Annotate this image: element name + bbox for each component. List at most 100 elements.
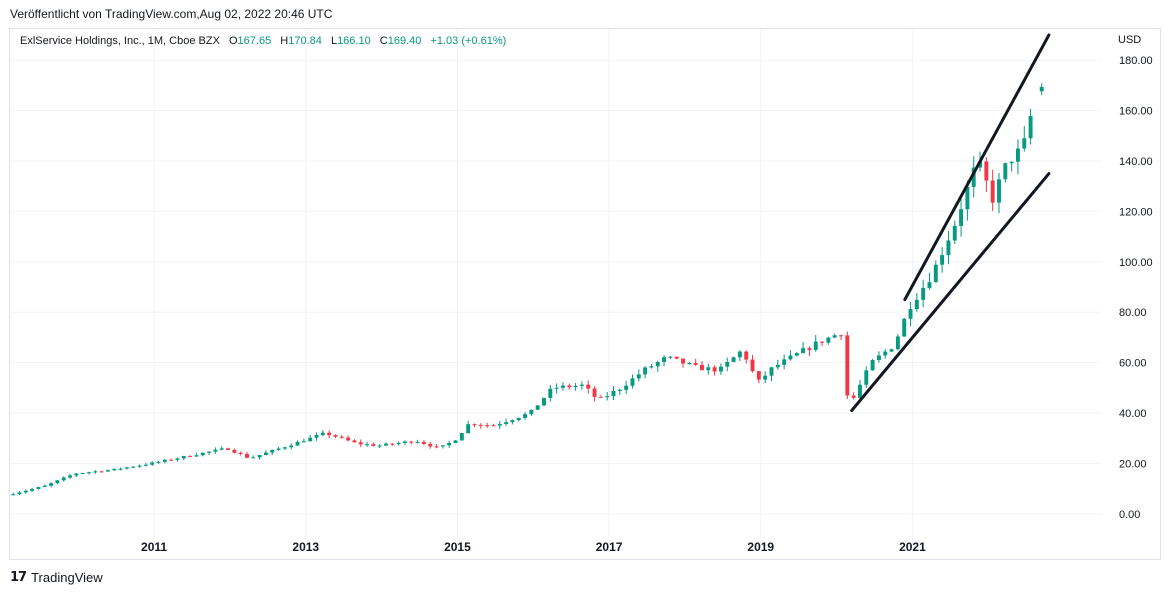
candle-body	[358, 442, 363, 445]
candle-body	[662, 357, 667, 362]
candle-body	[137, 465, 142, 467]
candle-body	[478, 424, 483, 426]
candle-body	[1039, 86, 1044, 92]
candle-body	[61, 477, 66, 481]
candle-body	[700, 364, 704, 371]
candle-body	[971, 167, 976, 187]
candle-body	[997, 179, 1001, 203]
price-tick-label: 160.00	[1119, 106, 1153, 118]
candle-body	[946, 240, 951, 256]
time-tick-label: 2011	[141, 540, 167, 554]
candle-body	[794, 353, 799, 356]
time-tick-label: 2019	[747, 540, 774, 554]
candle-body	[352, 440, 357, 443]
candle-body	[535, 405, 540, 410]
candle-body	[396, 443, 401, 445]
chart-canvas[interactable]: 180.00 160.00 140.00 120.00 100.00 80.00 60.00…	[10, 29, 1160, 559]
price-tick-label: 100.00	[1119, 257, 1153, 269]
candle-body	[497, 423, 502, 426]
candle-body	[403, 441, 407, 444]
candle-body	[11, 494, 16, 496]
legend-symbol: ExlService Holdings, Inc., 1M, Cboe BZX	[20, 35, 220, 47]
candle-body	[523, 414, 527, 418]
candle-body	[756, 371, 761, 380]
candle-body	[927, 282, 932, 288]
candle-body	[617, 389, 622, 391]
candle-body	[339, 436, 344, 438]
candle-body	[611, 390, 616, 397]
candle-body	[485, 425, 490, 427]
time-tick-label: 2021	[899, 540, 926, 554]
candle-body	[630, 378, 635, 386]
candle-body	[605, 396, 610, 398]
candle-body	[428, 443, 433, 447]
legend-close-label: C	[379, 35, 388, 47]
trendline	[850, 172, 1051, 412]
candle-body	[80, 472, 85, 474]
candle-body	[365, 444, 370, 446]
candle-body	[895, 336, 900, 350]
time-axis[interactable]: 2011 2013 2015 2017 2019 2021	[141, 540, 926, 554]
candle-body	[162, 459, 167, 462]
candle-body	[718, 366, 723, 372]
candle-body	[472, 424, 477, 426]
candle-body	[586, 384, 591, 389]
chart-pane[interactable]: 180.00 160.00 140.00 120.00 100.00 80.00 60.00…	[9, 28, 1161, 560]
candle-body	[55, 480, 60, 484]
candle-body	[289, 445, 294, 448]
candle-body	[295, 441, 300, 446]
grid-lines	[10, 29, 1102, 547]
currency-label: USD	[1118, 34, 1142, 46]
candle-body	[314, 435, 319, 438]
candle-body	[921, 287, 926, 300]
time-tick-label: 2017	[596, 540, 623, 554]
candle-body	[567, 385, 572, 388]
candle-body	[257, 455, 262, 458]
candle-body	[883, 351, 888, 356]
candle-body	[232, 449, 237, 453]
candle-body	[504, 422, 509, 424]
candle-body	[516, 417, 521, 421]
candle-body	[42, 485, 47, 488]
candle-body	[737, 351, 742, 358]
price-axis[interactable]: 180.00 160.00 140.00 120.00 100.00 80.00 60.00…	[1119, 55, 1153, 521]
candle-body	[889, 349, 894, 352]
candle-body	[219, 448, 224, 450]
candle-body	[807, 348, 812, 350]
price-tick-label: 0.00	[1119, 509, 1140, 521]
candle-body	[542, 397, 546, 406]
price-tick-label: 140.00	[1119, 156, 1153, 168]
candle-body	[17, 492, 22, 495]
footer-brand[interactable]: 17 TradingView	[10, 570, 103, 585]
candle-body	[320, 432, 325, 436]
candle-body	[548, 388, 553, 398]
candle-body	[801, 348, 806, 354]
candle-body	[592, 388, 597, 397]
trendline	[903, 33, 1051, 302]
candle-body	[49, 483, 54, 486]
candle-body	[238, 452, 243, 454]
legend-open-value: 167.65	[237, 35, 272, 47]
candle-body	[23, 490, 28, 493]
candle-body	[933, 264, 938, 283]
brand-name: TradingView	[31, 570, 103, 585]
candle-body	[327, 432, 332, 436]
price-tick-label: 80.00	[1119, 307, 1147, 319]
candle-body	[447, 442, 452, 446]
candle-body	[687, 362, 692, 364]
published-timestamp: Veröffentlicht von TradingView.com,Aug 0…	[10, 7, 333, 21]
candle-body	[775, 364, 780, 368]
candle-body	[93, 471, 98, 473]
candle-body	[598, 396, 603, 398]
tradingview-logo-icon: 17	[10, 570, 27, 585]
candle-body	[744, 351, 749, 360]
symbol-legend: ExlService Holdings, Inc., 1M, Cboe BZX …	[18, 34, 509, 48]
candle-body	[820, 341, 825, 343]
candle-body	[384, 443, 388, 446]
candle-body	[68, 475, 72, 478]
candle-body	[649, 366, 654, 368]
candle-body	[876, 355, 881, 360]
candle-body	[112, 468, 117, 471]
trendline-annotations[interactable]	[850, 33, 1051, 412]
candle-body	[150, 462, 155, 465]
